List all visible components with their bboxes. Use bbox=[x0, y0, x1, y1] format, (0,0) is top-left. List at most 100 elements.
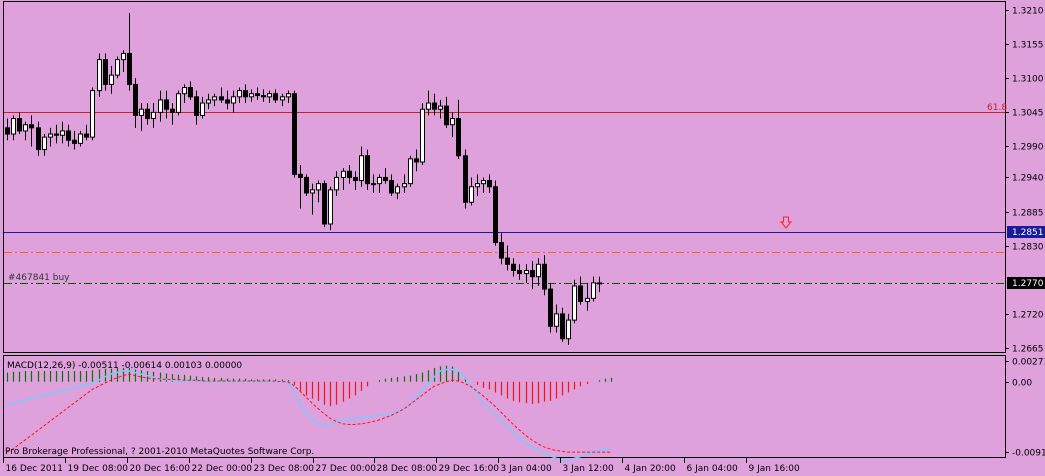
candle[interactable] bbox=[420, 103, 425, 166]
candle[interactable] bbox=[164, 90, 169, 119]
candle[interactable] bbox=[517, 264, 522, 280]
candle[interactable] bbox=[426, 90, 431, 116]
candle[interactable] bbox=[572, 279, 577, 324]
candle[interactable] bbox=[103, 53, 108, 91]
candle[interactable] bbox=[42, 134, 47, 156]
candle[interactable] bbox=[450, 112, 455, 138]
candle[interactable] bbox=[158, 90, 163, 122]
candle[interactable] bbox=[310, 183, 315, 215]
candle[interactable] bbox=[432, 93, 437, 116]
candle[interactable] bbox=[249, 89, 254, 102]
candle[interactable] bbox=[243, 84, 248, 104]
candle[interactable] bbox=[5, 118, 10, 141]
candle[interactable] bbox=[408, 155, 413, 187]
candle[interactable] bbox=[530, 261, 535, 290]
candle[interactable] bbox=[109, 65, 114, 94]
candle[interactable] bbox=[255, 87, 260, 100]
candle[interactable] bbox=[139, 103, 144, 131]
candle[interactable] bbox=[566, 313, 571, 345]
candle[interactable] bbox=[225, 90, 230, 110]
candle[interactable] bbox=[316, 180, 321, 203]
candle[interactable] bbox=[219, 87, 224, 104]
candle[interactable] bbox=[273, 89, 278, 104]
candle[interactable] bbox=[78, 130, 83, 147]
candle[interactable] bbox=[365, 149, 370, 190]
candle[interactable] bbox=[151, 103, 156, 128]
candle[interactable] bbox=[524, 264, 529, 283]
candle[interactable] bbox=[237, 87, 242, 104]
candle[interactable] bbox=[469, 177, 474, 206]
candle[interactable] bbox=[542, 254, 547, 296]
candle[interactable] bbox=[505, 245, 510, 271]
candle[interactable] bbox=[347, 165, 352, 184]
candle[interactable] bbox=[298, 165, 303, 209]
candle[interactable] bbox=[383, 168, 388, 184]
candle[interactable] bbox=[121, 50, 126, 73]
candle[interactable] bbox=[402, 174, 407, 193]
candle[interactable] bbox=[72, 130, 77, 150]
candle[interactable] bbox=[84, 124, 89, 141]
candle[interactable] bbox=[499, 233, 504, 265]
candle[interactable] bbox=[194, 90, 199, 125]
candle[interactable] bbox=[548, 282, 553, 333]
candle[interactable] bbox=[60, 121, 65, 144]
candle[interactable] bbox=[145, 103, 150, 125]
candle[interactable] bbox=[17, 112, 22, 135]
candle[interactable] bbox=[359, 146, 364, 187]
candle[interactable] bbox=[48, 127, 53, 147]
candle[interactable] bbox=[554, 304, 559, 333]
candle[interactable] bbox=[54, 124, 59, 144]
candle[interactable] bbox=[188, 81, 193, 100]
candle[interactable] bbox=[487, 174, 492, 193]
candle[interactable] bbox=[341, 168, 346, 190]
candle[interactable] bbox=[456, 99, 461, 159]
candle[interactable] bbox=[200, 96, 205, 119]
candle[interactable] bbox=[597, 276, 602, 293]
candle[interactable] bbox=[176, 90, 181, 116]
candle[interactable] bbox=[267, 90, 272, 104]
candle[interactable] bbox=[328, 186, 333, 231]
candle[interactable] bbox=[395, 183, 400, 200]
candle[interactable] bbox=[36, 121, 41, 156]
candle[interactable] bbox=[493, 180, 498, 246]
candle[interactable] bbox=[115, 56, 120, 79]
candle[interactable] bbox=[29, 115, 34, 147]
candle[interactable] bbox=[414, 149, 419, 172]
candle[interactable] bbox=[322, 180, 327, 228]
candle[interactable] bbox=[231, 90, 236, 113]
candle[interactable] bbox=[438, 99, 443, 119]
candle[interactable] bbox=[133, 78, 138, 128]
candle[interactable] bbox=[182, 84, 187, 104]
candle[interactable] bbox=[371, 174, 376, 193]
candle[interactable] bbox=[591, 276, 596, 302]
candle[interactable] bbox=[444, 96, 449, 128]
candle[interactable] bbox=[212, 93, 217, 107]
candle[interactable] bbox=[560, 307, 565, 342]
candle[interactable] bbox=[389, 174, 394, 197]
candle[interactable] bbox=[206, 93, 211, 110]
candle[interactable] bbox=[578, 276, 583, 305]
candle[interactable] bbox=[304, 174, 309, 197]
candle[interactable] bbox=[90, 87, 95, 141]
candle[interactable] bbox=[97, 53, 102, 97]
candle[interactable] bbox=[66, 124, 71, 147]
candle[interactable] bbox=[536, 258, 541, 286]
candle[interactable] bbox=[292, 90, 297, 178]
candle[interactable] bbox=[585, 282, 590, 311]
candle[interactable] bbox=[261, 89, 266, 102]
candle[interactable] bbox=[377, 174, 382, 193]
candle[interactable] bbox=[463, 149, 468, 209]
candle[interactable] bbox=[127, 13, 132, 91]
candle[interactable] bbox=[481, 177, 486, 193]
candle[interactable] bbox=[23, 121, 28, 141]
candle[interactable] bbox=[11, 115, 16, 141]
candle[interactable] bbox=[170, 103, 175, 125]
candle[interactable] bbox=[475, 174, 480, 197]
candle[interactable] bbox=[511, 258, 516, 277]
candle[interactable] bbox=[334, 171, 339, 197]
candle[interactable] bbox=[280, 93, 285, 107]
candle[interactable] bbox=[353, 171, 358, 190]
candle[interactable] bbox=[286, 90, 291, 104]
